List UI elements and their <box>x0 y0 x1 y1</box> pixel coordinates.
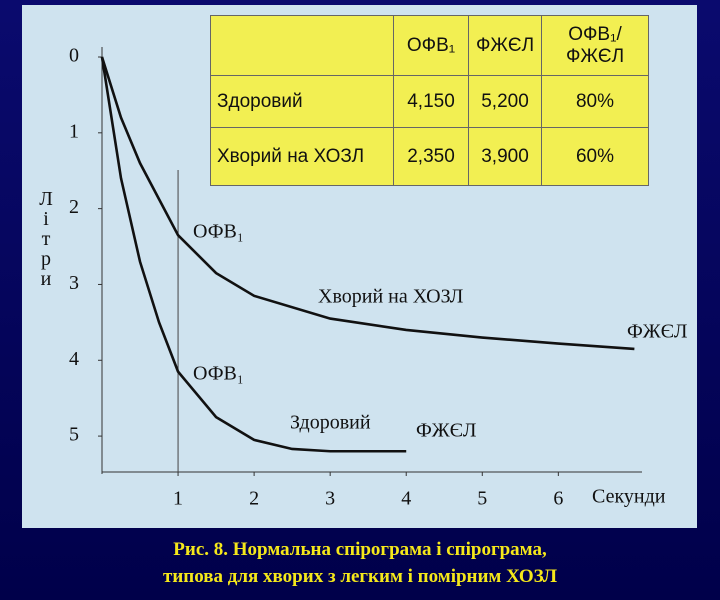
annotation: ФЖЄЛ <box>627 321 688 343</box>
x-tick-label: 4 <box>401 488 411 510</box>
y-tick-label: 2 <box>69 196 79 218</box>
series-label: Здоровий <box>290 412 371 434</box>
series-line <box>100 56 635 351</box>
caption: Рис. 8. Нормальна спірограма і спірограм… <box>0 536 720 590</box>
x-tick-label: 1 <box>173 488 183 510</box>
x-tick-label: 2 <box>249 488 259 510</box>
y-tick-label: 4 <box>69 348 79 370</box>
cell: 2,350 <box>393 127 469 186</box>
annotation: ОФВ₁ <box>193 363 244 385</box>
y-axis-label: Літри <box>35 188 57 288</box>
annotation: ФЖЄЛ <box>416 420 477 442</box>
series-line <box>100 56 407 453</box>
summary-table: ОФВ₁ ФЖЄЛ ОФВ₁/ФЖЄЛ Здоровий 4,150 5,200… <box>210 15 649 186</box>
caption-line: Рис. 8. Нормальна спірограма і спірограм… <box>173 539 547 560</box>
caption-line: типова для хворих з легким і помірним ХО… <box>162 566 558 587</box>
header-cell: ОФВ₁/ФЖЄЛ <box>541 15 649 76</box>
x-tick-label: 6 <box>553 488 563 510</box>
y-tick-label: 5 <box>69 424 79 446</box>
header-cell: ОФВ₁ <box>393 15 469 76</box>
y-tick-label: 1 <box>69 120 79 142</box>
row-label: Хворий на ХОЗЛ <box>210 127 394 186</box>
x-axis-label: Секунди <box>592 486 666 508</box>
x-tick-label: 5 <box>477 488 487 510</box>
series-label: Хворий на ХОЗЛ <box>318 286 463 308</box>
cell: 80% <box>541 75 649 128</box>
cell: 4,150 <box>393 75 469 128</box>
cell: 60% <box>541 127 649 186</box>
annotation: ОФВ₁ <box>193 221 244 243</box>
cell: 3,900 <box>468 127 542 186</box>
row-label: Здоровий <box>210 75 394 128</box>
cell: 5,200 <box>468 75 542 128</box>
empty-cell <box>210 15 394 76</box>
y-tick-label: 3 <box>69 272 79 294</box>
y-tick-label: 0 <box>69 45 79 67</box>
header-cell: ФЖЄЛ <box>468 15 542 76</box>
x-tick-label: 3 <box>325 488 335 510</box>
